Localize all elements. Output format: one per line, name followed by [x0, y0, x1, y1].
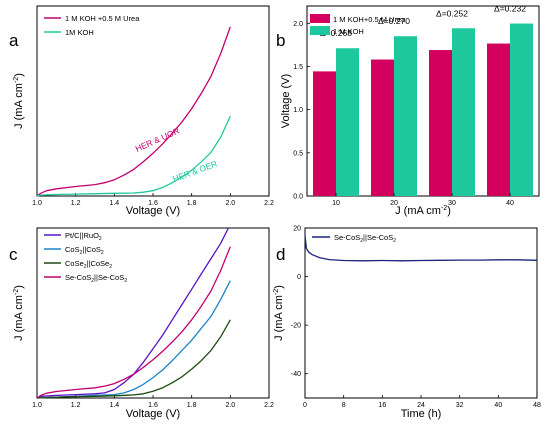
- x-tick-label: 2.2: [264, 402, 274, 409]
- x-tick-label: 1.6: [148, 200, 158, 207]
- bar: [429, 50, 452, 196]
- x-tick-label: 0: [303, 402, 307, 409]
- legend-label-koh-b: 1 M KOH: [333, 27, 364, 36]
- panel-b-bars: [313, 23, 533, 197]
- x-tick-label: 20: [390, 200, 398, 207]
- panel-a-ylabel: J (mA cm-2): [13, 73, 25, 129]
- panel-b-label: b: [276, 31, 285, 50]
- panel-a: a 1.0 1.2 1.4 1.6 1.8 2.0 2.2 1 M KOH +0.5 M U…: [9, 5, 274, 217]
- legend-label-cose2: CoSe2||CoSe2: [65, 259, 112, 270]
- panel-d-label: d: [276, 245, 285, 264]
- panel-a-xticks: 1.0 1.2 1.4 1.6 1.8 2.0 2.2: [32, 193, 274, 207]
- y-tick-label: 0.5: [293, 150, 303, 157]
- bar: [510, 23, 533, 197]
- x-tick-label: 8: [342, 402, 346, 409]
- x-tick-label: 32: [456, 402, 464, 409]
- y-tick-label: 2.0: [293, 21, 303, 28]
- series-line: [36, 26, 231, 197]
- x-tick-label: 10: [332, 200, 340, 207]
- x-tick-label: 1.0: [32, 402, 42, 409]
- delta-annotation: Δ=0.232: [494, 4, 526, 14]
- series-line: [36, 319, 231, 399]
- delta-annotation: Δ=0.268: [320, 28, 352, 38]
- x-tick-label: 48: [533, 402, 541, 409]
- x-tick-label: 16: [378, 402, 386, 409]
- x-tick-label: 1.8: [187, 200, 197, 207]
- panel-b-frame: [306, 5, 540, 197]
- panel-b-xticks: 10 20 30 40: [332, 193, 514, 207]
- annotation-her-oer: HER & OER: [171, 158, 218, 183]
- series-line: [36, 227, 229, 399]
- x-tick-label: 30: [448, 200, 456, 207]
- panel-a-legend: 1 M KOH +0.5 M Urea 1M KOH: [44, 14, 140, 37]
- bar: [313, 71, 336, 196]
- panel-b-xlabel: J (mA cm-2): [395, 205, 451, 217]
- panel-d: d -40 -20 0 20 0 8 16 24 32 40 48 Se-CoS2||Se-CoS…: [273, 226, 541, 421]
- bar: [336, 48, 359, 197]
- x-tick-label: 1.8: [187, 402, 197, 409]
- series-line: [36, 246, 231, 399]
- panel-b-annotations: Δ=0.268 Δ=0.270 Δ=0.252 Δ=0.232: [320, 4, 526, 39]
- series-line: [36, 115, 231, 197]
- panel-c-legend: Pt/C||RuO2 CoS2||CoS2 CoSe2||CoSe2 Se-Co…: [44, 231, 127, 284]
- x-tick-label: 2.0: [225, 402, 235, 409]
- y-tick-label: 0.0: [293, 194, 303, 201]
- panel-c: c 1.0 1.2 1.4 1.6 1.8 2.0 2.2 Pt/C||RuO2 CoS2|…: [9, 227, 274, 420]
- x-tick-label: 40: [494, 402, 502, 409]
- bar: [487, 43, 510, 197]
- panel-d-legend: Se-CoS2||Se-CoS2: [312, 233, 396, 244]
- legend-label-cos2: CoS2||CoS2: [65, 245, 104, 256]
- legend-swatch-koh-b: [310, 26, 330, 35]
- panel-a-xlabel: Voltage (V): [126, 205, 180, 217]
- x-tick-label: 2.2: [264, 200, 274, 207]
- panel-c-ylabel: J (mA cm-2): [13, 285, 25, 341]
- panel-c-xticks: 1.0 1.2 1.4 1.6 1.8 2.0 2.2: [32, 395, 274, 409]
- legend-swatch-urea-b: [310, 14, 330, 23]
- series-line: [304, 235, 538, 262]
- delta-annotation: Δ=0.270: [378, 16, 410, 26]
- panel-b-yticks: 0.0 0.5 1.0 1.5 2.0: [293, 21, 310, 201]
- legend-label-ptc: Pt/C||RuO2: [65, 231, 102, 242]
- panel-c-series: [36, 227, 231, 399]
- y-tick-label: 20: [293, 226, 301, 233]
- x-tick-label: 1.6: [148, 402, 158, 409]
- bar: [452, 28, 475, 197]
- bar: [371, 59, 394, 196]
- panel-d-xticks: 0 8 16 24 32 40 48: [303, 395, 541, 409]
- y-tick-label: 1.0: [293, 107, 303, 114]
- panel-a-label: a: [9, 31, 19, 50]
- y-tick-label: 0: [297, 274, 301, 281]
- x-tick-label: 40: [506, 200, 514, 207]
- legend-label-urea: 1 M KOH +0.5 M Urea: [65, 14, 140, 23]
- panel-b: b 0.0 0.5 1.0 1.5 2.0 10 20 30 40 Δ=0.268 Δ=0.27…: [276, 4, 540, 217]
- delta-annotation: Δ=0.252: [436, 8, 468, 18]
- x-tick-label: 2.0: [225, 200, 235, 207]
- bar: [394, 36, 417, 197]
- panel-b-legend: 1 M KOH+0.5 M Urea 1 M KOH: [310, 14, 406, 36]
- panel-c-label: c: [9, 245, 18, 264]
- legend-label-urea-b: 1 M KOH+0.5 M Urea: [333, 15, 406, 24]
- x-tick-label: 1.4: [109, 402, 119, 409]
- panel-d-ylabel: J (mA cm-2): [273, 285, 285, 341]
- y-tick-label: -20: [291, 323, 301, 330]
- panel-d-series: [304, 235, 538, 262]
- panel-b-ylabel: Voltage (V): [280, 74, 292, 128]
- panel-c-xlabel: Voltage (V): [126, 408, 180, 420]
- legend-label-koh: 1M KOH: [65, 28, 94, 37]
- y-tick-label: -40: [291, 371, 301, 378]
- x-tick-label: 1.2: [71, 402, 81, 409]
- x-tick-label: 24: [417, 402, 425, 409]
- y-tick-label: 1.5: [293, 64, 303, 71]
- legend-label-secos2: Se-CoS2||Se-CoS2: [65, 273, 127, 284]
- x-tick-label: 1.0: [32, 200, 42, 207]
- series-line: [36, 280, 231, 399]
- legend-label-stability: Se-CoS2||Se-CoS2: [334, 233, 396, 244]
- x-tick-label: 1.4: [109, 200, 119, 207]
- panel-d-xlabel: Time (h): [401, 408, 442, 420]
- panel-d-frame: [304, 227, 538, 399]
- x-tick-label: 1.2: [71, 200, 81, 207]
- panel-d-yticks: -40 -20 0 20: [291, 226, 308, 378]
- panel-a-series: [36, 26, 231, 197]
